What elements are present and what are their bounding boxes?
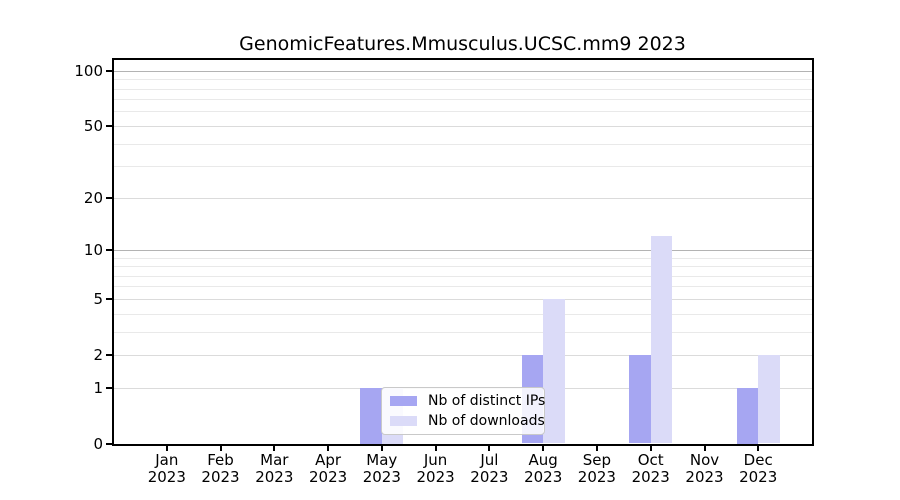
y-tick-label-20: 20	[83, 188, 103, 207]
gridline-minor-60	[113, 111, 812, 113]
x-tick-month: Mar	[260, 451, 289, 469]
gridline-minor-70	[113, 99, 812, 101]
x-tick-mar-2023	[273, 445, 276, 451]
bar-nb-of-downloads-aug-2023	[543, 298, 565, 444]
legend-label-downloads: Nb of downloads	[428, 412, 545, 429]
bar-nb-of-downloads-dec-2023	[758, 354, 780, 444]
gridline-minor-9	[113, 257, 812, 259]
gridline-minor-3	[113, 331, 812, 333]
x-tick-aug-2023	[542, 445, 545, 451]
y-tick-20	[106, 196, 112, 199]
x-tick-label-apr-2023: Apr 2023	[288, 452, 368, 485]
x-tick-year: 2023	[416, 467, 455, 486]
x-tick-year: 2023	[147, 467, 186, 486]
x-tick-sep-2023	[595, 445, 598, 451]
distinct-ips-swatch-icon	[390, 396, 417, 407]
x-tick-year: 2023	[362, 467, 401, 486]
gridline-minor-40	[113, 143, 812, 145]
x-tick-label-jun-2023: Jun 2023	[396, 452, 476, 485]
y-tick-label-1: 1	[93, 378, 103, 397]
x-tick-jun-2023	[434, 445, 437, 451]
gridline-minor-6	[113, 286, 812, 288]
y-tick-10	[106, 248, 112, 251]
x-tick-label-aug-2023: Aug 2023	[503, 452, 583, 485]
x-tick-year: 2023	[309, 467, 348, 486]
x-tick-month: Jul	[480, 451, 499, 469]
legend-item-downloads: Nb of downloads	[388, 413, 545, 429]
y-tick-label-100: 100	[74, 61, 103, 80]
x-tick-year: 2023	[577, 467, 616, 486]
x-tick-month: Feb	[207, 451, 234, 469]
x-tick-year: 2023	[524, 467, 563, 486]
gridline-minor-4	[113, 313, 812, 315]
x-tick-year: 2023	[470, 467, 509, 486]
gridline-minor-30	[113, 166, 812, 168]
x-tick-month: Jun	[423, 451, 448, 469]
x-tick-month: Jan	[155, 451, 179, 469]
x-tick-label-dec-2023: Dec 2023	[718, 452, 798, 485]
bar-nb-of-distinct-ips-dec-2023	[736, 387, 759, 444]
y-tick-5	[106, 297, 112, 300]
x-tick-may-2023	[380, 445, 383, 451]
gridline-major-20	[113, 197, 812, 199]
chart-title: GenomicFeatures.Mmusculus.UCSC.mm9 2023	[239, 33, 686, 55]
x-tick-month: Aug	[528, 451, 558, 469]
bar-nb-of-distinct-ips-may-2023	[360, 387, 382, 444]
x-tick-month: Sep	[582, 451, 612, 469]
x-tick-label-mar-2023: Mar 2023	[234, 452, 314, 485]
downloads-swatch-icon	[390, 415, 417, 426]
x-tick-label-feb-2023: Feb 2023	[181, 452, 261, 485]
x-tick-feb-2023	[219, 445, 222, 451]
x-tick-month: Nov	[689, 451, 720, 469]
y-tick-label-5: 5	[93, 289, 103, 308]
gridline-major-50	[113, 125, 812, 127]
x-tick-month: May	[366, 451, 398, 469]
x-tick-month: Dec	[743, 451, 773, 469]
bar-nb-of-downloads-oct-2023	[650, 236, 673, 444]
x-tick-label-jan-2023: Jan 2023	[127, 452, 207, 485]
gridline-major-10	[113, 249, 812, 251]
x-tick-month: Oct	[637, 451, 664, 469]
x-tick-jul-2023	[488, 445, 491, 451]
y-tick-50	[106, 124, 112, 127]
legend: Nb of distinct IPs Nb of downloads	[381, 387, 545, 435]
gridline-minor-7	[113, 275, 812, 277]
x-tick-year: 2023	[685, 467, 724, 486]
legend-label-distinct-ips: Nb of distinct IPs	[428, 393, 546, 410]
y-tick-label-0: 0	[93, 434, 103, 453]
y-tick-label-50: 50	[83, 116, 103, 135]
x-tick-dec-2023	[757, 445, 760, 451]
x-tick-jan-2023	[165, 445, 168, 451]
gridline-major-2	[113, 354, 812, 356]
y-tick-0	[106, 442, 112, 445]
gridline-major-5	[113, 298, 812, 300]
y-tick-label-2: 2	[93, 345, 103, 364]
x-tick-year: 2023	[201, 467, 240, 486]
y-tick-2	[106, 353, 112, 356]
x-tick-label-oct-2023: Oct 2023	[611, 452, 691, 485]
y-tick-label-10: 10	[83, 240, 103, 259]
gridline-major-100	[113, 70, 812, 72]
x-tick-label-nov-2023: Nov 2023	[665, 452, 745, 485]
x-tick-oct-2023	[649, 445, 652, 451]
x-tick-month: Apr	[315, 451, 342, 469]
x-tick-apr-2023	[327, 445, 330, 451]
x-tick-year: 2023	[739, 467, 778, 486]
x-tick-label-sep-2023: Sep 2023	[557, 452, 637, 485]
x-tick-nov-2023	[703, 445, 706, 451]
y-tick-100	[106, 69, 112, 72]
x-tick-label-jul-2023: Jul 2023	[449, 452, 529, 485]
x-tick-year: 2023	[255, 467, 294, 486]
x-tick-label-may-2023: May 2023	[342, 452, 422, 485]
gridline-minor-8	[113, 266, 812, 267]
gridline-minor-80	[113, 88, 812, 90]
gridline-minor-90	[113, 79, 812, 81]
legend-item-distinct-ips: Nb of distinct IPs	[388, 393, 545, 409]
x-tick-year: 2023	[631, 467, 670, 486]
y-tick-1	[106, 386, 112, 389]
bar-nb-of-distinct-ips-oct-2023	[629, 354, 651, 444]
